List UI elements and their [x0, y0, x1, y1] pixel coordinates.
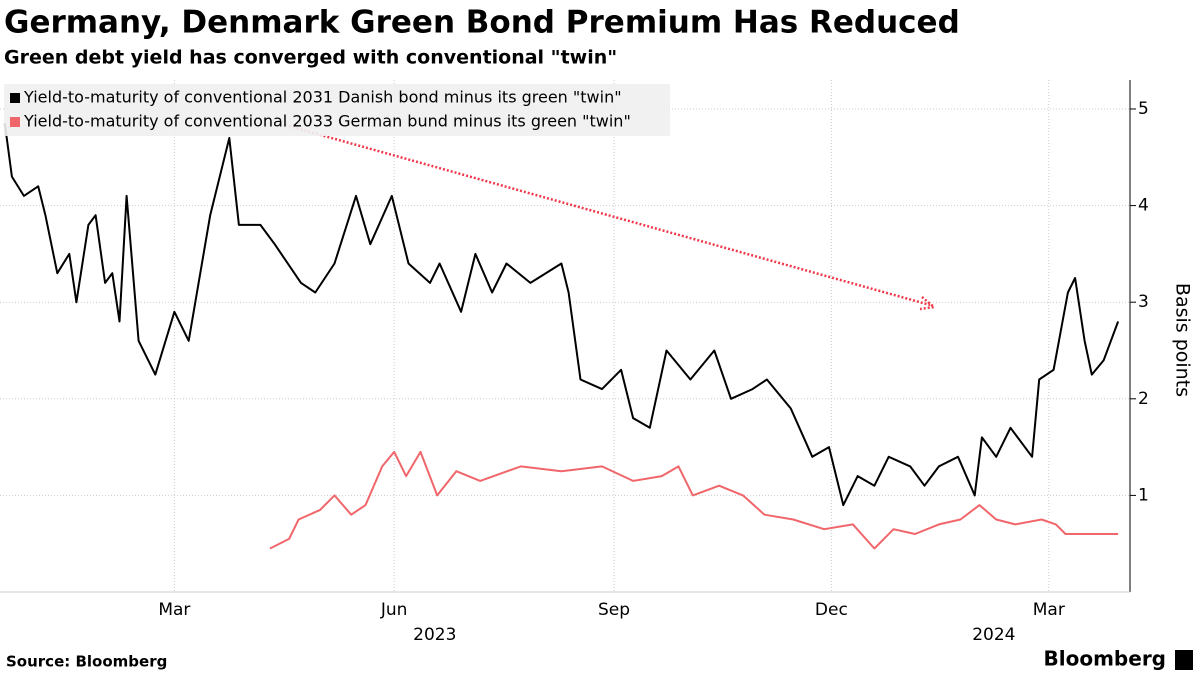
source: Source: Bloomberg	[6, 653, 167, 671]
x-tick-label: Mar	[1033, 600, 1065, 620]
annotation-arrow	[284, 123, 931, 307]
y-tick-label: 5	[1138, 99, 1149, 119]
x-tick-label: Mar	[158, 600, 190, 620]
y-tick-label: 2	[1138, 389, 1149, 409]
x-year-label: 2024	[972, 625, 1015, 645]
y-axis-label: Basis points	[1172, 283, 1194, 397]
legend-label: Yield-to-maturity of conventional 2031 D…	[23, 88, 622, 107]
legend-label: Yield-to-maturity of conventional 2033 G…	[23, 112, 631, 131]
x-tick-label: Dec	[815, 600, 848, 620]
legend-swatch	[10, 93, 20, 103]
x-year-label: 2023	[413, 625, 456, 645]
brand-icon	[1175, 650, 1193, 670]
legend-swatch	[10, 117, 20, 127]
y-tick-label: 1	[1138, 485, 1149, 505]
chart-title: Germany, Denmark Green Bond Premium Has …	[4, 5, 960, 41]
annotation-arrowhead	[919, 296, 937, 311]
y-tick-label: 4	[1138, 196, 1149, 216]
series-line	[3, 123, 1120, 507]
y-tick-label: 3	[1138, 292, 1149, 312]
x-tick-label: Sep	[598, 600, 630, 620]
legend-box	[4, 84, 670, 136]
chart-subtitle: Green debt yield has converged with conv…	[4, 47, 617, 69]
x-tick-label: Jun	[380, 600, 408, 620]
brand: Bloomberg	[1044, 647, 1166, 671]
series-line	[269, 450, 1119, 550]
